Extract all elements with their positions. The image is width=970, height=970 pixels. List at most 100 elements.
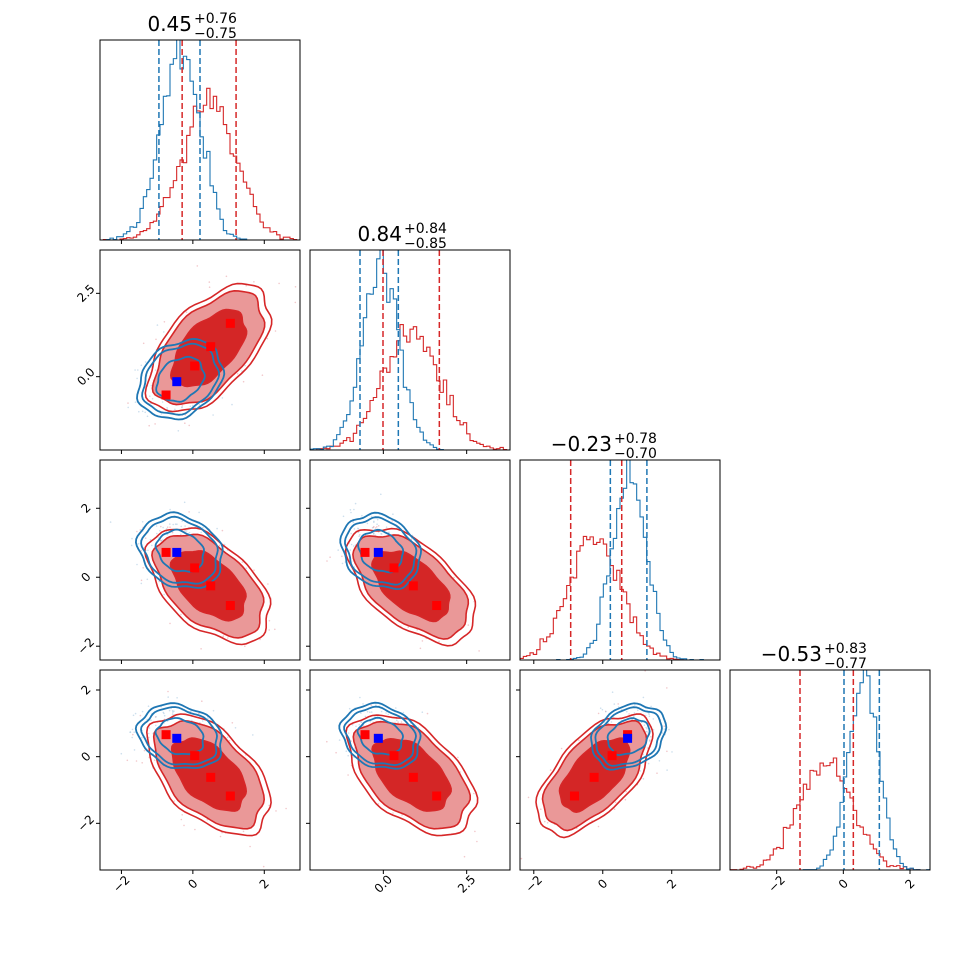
contour-blue-outer xyxy=(338,701,422,770)
panel-frame xyxy=(309,669,511,871)
panel-1-0: 0.0 2.5 xyxy=(74,249,301,454)
marker-red-0 xyxy=(161,547,171,557)
x-tick-label: −2 xyxy=(110,873,132,895)
x-tick-label: 2 xyxy=(257,876,272,891)
x-tick-label: 0 xyxy=(836,876,851,891)
marker-red-2 xyxy=(206,342,216,352)
marker-red-3 xyxy=(432,601,442,611)
panel-frame xyxy=(99,39,301,241)
title-median-3: −0.53 xyxy=(761,642,822,666)
y-tick-label: −2 xyxy=(75,635,97,657)
contour-blue-inner xyxy=(356,716,404,756)
marker-red-3 xyxy=(225,791,235,801)
x-tick-label: 2 xyxy=(664,876,679,891)
title-plus-2: +0.78 xyxy=(614,431,657,447)
marker-red-2 xyxy=(206,581,216,591)
marker-red-2 xyxy=(408,772,418,782)
contour-blue-inner xyxy=(154,528,205,573)
marker-red-0 xyxy=(360,547,370,557)
marker-red-3 xyxy=(569,791,579,801)
marker-red-1 xyxy=(190,563,200,573)
x-tick-label: 0 xyxy=(185,876,200,891)
panel-frame xyxy=(309,459,511,661)
panel-2-1 xyxy=(306,459,511,664)
contour-blue-inner xyxy=(357,528,405,574)
contour-blue-outer xyxy=(134,702,223,770)
contour-red-outer xyxy=(144,282,273,413)
hist-red-3 xyxy=(730,757,930,870)
y-tick-label: 2.5 xyxy=(74,282,97,305)
hist-red-0 xyxy=(100,87,300,240)
marker-blue xyxy=(172,547,182,557)
x-tick-label: −2 xyxy=(765,873,787,895)
y-tick-label: 0 xyxy=(78,749,93,764)
marker-red-1 xyxy=(190,361,200,371)
contour-blue-mid xyxy=(344,516,418,586)
contour-blue-outer xyxy=(590,702,668,771)
panel-3-0: −2 0 2 −2 0 2 xyxy=(75,669,301,895)
y-tick-label: 0 xyxy=(78,570,93,585)
panel-frame xyxy=(99,249,301,451)
title-minus-2: −0.70 xyxy=(614,446,657,462)
title-median-2: −0.23 xyxy=(551,432,612,456)
title-plus-1: +0.84 xyxy=(404,221,447,237)
panel-frame xyxy=(519,459,721,661)
marker-blue xyxy=(623,733,633,743)
panel-frame xyxy=(519,669,721,871)
panel-frame xyxy=(729,669,931,871)
contour-blue-mid xyxy=(141,342,221,416)
marker-blue xyxy=(172,377,182,387)
contour-red-outer xyxy=(535,713,654,839)
marker-red-0 xyxy=(161,730,171,740)
panel-2-2: −0.23 +0.78−0.70 xyxy=(519,431,721,664)
title-plus-3: +0.83 xyxy=(824,641,867,657)
marker-red-2 xyxy=(408,581,418,591)
title-median-1: 0.84 xyxy=(357,222,402,246)
y-tick-label: 2 xyxy=(78,501,93,516)
marker-red-3 xyxy=(225,601,235,611)
marker-red-2 xyxy=(589,772,599,782)
panel-frame xyxy=(309,249,511,451)
hist-blue-3 xyxy=(730,670,930,870)
contour-blue-mid xyxy=(343,705,417,767)
contour-blue-outer xyxy=(339,511,423,591)
contour-blue-mid xyxy=(140,515,219,585)
x-tick-label: −2 xyxy=(523,873,545,895)
panel-1-1: 0.84 +0.84−0.85 xyxy=(309,221,511,454)
panel-0-0: 0.45 +0.76−0.75 xyxy=(99,11,301,244)
contour-blue-outer xyxy=(136,337,226,421)
contour-red-outer xyxy=(145,713,272,837)
hist-blue-0 xyxy=(100,40,300,240)
marker-red-1 xyxy=(607,751,617,761)
x-tick-label: 2 xyxy=(902,876,917,891)
marker-red-0 xyxy=(161,390,171,400)
contour-blue-mid xyxy=(594,706,663,767)
marker-blue xyxy=(373,547,383,557)
title-minus-1: −0.85 xyxy=(404,236,447,252)
x-tick-label: 0 xyxy=(595,876,610,891)
marker-red-2 xyxy=(206,772,216,782)
contour-red-outer xyxy=(143,527,272,646)
y-tick-label: 0.0 xyxy=(74,365,97,388)
marker-red-3 xyxy=(225,318,235,328)
marker-blue xyxy=(373,733,383,743)
panel-frame xyxy=(99,669,301,871)
title-plus-0: +0.76 xyxy=(194,11,237,27)
x-tick-label: 0.0 xyxy=(372,872,395,895)
hist-blue-1 xyxy=(310,250,510,450)
panel-frame xyxy=(99,459,301,661)
panel-3-1: 0.0 2.5 xyxy=(306,669,511,896)
marker-red-1 xyxy=(190,751,200,761)
contour-blue-inner xyxy=(606,717,651,757)
x-tick-label: 2.5 xyxy=(455,872,478,895)
hist-blue-2 xyxy=(520,460,720,660)
title-median-0: 0.45 xyxy=(147,12,192,36)
contour-blue-mid xyxy=(140,706,218,766)
panel-3-3: −0.53 +0.83−0.77 −2 0 2 xyxy=(729,641,931,895)
marker-blue xyxy=(172,733,182,743)
title-minus-3: −0.77 xyxy=(824,656,867,672)
y-tick-label: 2 xyxy=(78,682,93,697)
title-minus-0: −0.75 xyxy=(194,26,237,42)
marker-red-1 xyxy=(389,751,399,761)
